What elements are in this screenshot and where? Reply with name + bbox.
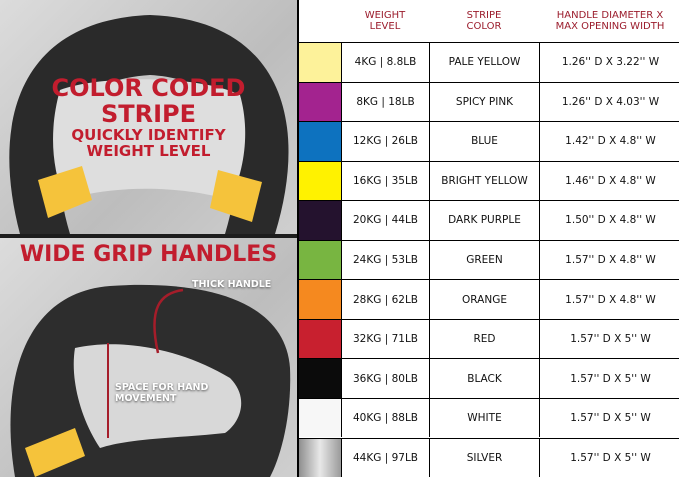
handle-dimension-cell: 1.26'' D X 4.03'' W [539,82,679,122]
stripe-color-cell: DARK PURPLE [429,201,539,240]
handle-dimension-cell: 1.46'' D X 4.8'' W [539,161,679,201]
color-swatch [299,122,341,161]
stripe-color-cell: SILVER [429,438,539,477]
heading-stripe: STRIPE [100,100,197,128]
weight-cell: 4KG | 8.8LB [341,43,429,82]
color-swatch [299,398,341,438]
handle-dimension-cell: 1.42'' D X 4.8'' W [539,122,679,161]
handle-dimension-cell: 1.57'' D X 4.8'' W [539,280,679,319]
kettlebell-handle-illustration [10,284,291,477]
heading-wide-grip: WIDE GRIP HANDLES [19,242,278,267]
header-stripe-color: STRIPE COLOR [466,9,502,33]
table-row: 8KG | 18LB SPICY PINK 1.26'' D X 4.03'' … [299,81,679,122]
table-row: 16KG | 35LB BRIGHT YELLOW 1.46'' D X 4.8… [299,160,679,201]
callout-space-line2: MOVEMENT [115,393,177,404]
callout-space-line1: SPACE FOR HAND [115,382,209,393]
stripe-color-cell: SPICY PINK [429,82,539,122]
table-row: 28KG | 62LB ORANGE 1.57'' D X 4.8'' W [299,279,679,319]
table-row: 36KG | 80LB BLACK 1.57'' D X 5'' W [299,358,679,398]
stripe-color-cell: BLUE [429,122,539,161]
table-row: 20KG | 44LB DARK PURPLE 1.50'' D X 4.8''… [299,200,679,240]
color-swatch [299,43,341,82]
stripe-color-cell: PALE YELLOW [429,43,539,82]
kettlebell-illustration [9,15,289,234]
callout-thick-handle: THICK HANDLE [192,279,272,290]
handle-dimension-cell: 1.57'' D X 4.8'' W [539,240,679,280]
header-handle-dimensions: HANDLE DIAMETER X MAX OPENING WIDTH [555,9,665,33]
weight-cell: 12KG | 26LB [341,122,429,161]
handle-dimension-cell: 1.57'' D X 5'' W [539,438,679,477]
weight-cell: 20KG | 44LB [341,201,429,240]
stripe-color-cell: BRIGHT YELLOW [429,161,539,201]
weight-cell: 16KG | 35LB [341,161,429,201]
stripe-color-cell: BLACK [429,359,539,398]
color-stripe-image: COLOR CODED STRIPE QUICKLY IDENTIFY WEIG… [0,0,297,234]
color-swatch [299,319,341,359]
stripe-color-cell: GREEN [429,240,539,280]
stripe-color-cell: ORANGE [429,280,539,319]
weight-cell: 36KG | 80LB [341,359,429,398]
color-swatch [299,280,341,319]
weight-cell: 28KG | 62LB [341,280,429,319]
table-row: 40KG | 88LB WHITE 1.57'' D X 5'' W [299,397,679,438]
handle-dimension-cell: 1.57'' D X 5'' W [539,319,679,359]
wide-grip-image: WIDE GRIP HANDLES THICK HANDLE SPACE FOR… [0,238,297,477]
subheading-quickly-identify: QUICKLY IDENTIFY [71,126,226,144]
weight-chart-table: WEIGHT LEVEL STRIPE COLOR HANDLE DIAMETER … [297,0,679,477]
handle-dimension-cell: 1.26'' D X 3.22'' W [539,43,679,82]
handle-dimension-cell: 1.57'' D X 5'' W [539,359,679,398]
table-row: 24KG | 53LB GREEN 1.57'' D X 4.8'' W [299,239,679,280]
weight-cell: 44KG | 97LB [341,438,429,477]
weight-cell: 8KG | 18LB [341,82,429,122]
product-image-panel: COLOR CODED STRIPE QUICKLY IDENTIFY WEIG… [0,0,297,477]
color-swatch [299,82,341,122]
stripe-color-cell: WHITE [429,398,539,438]
weight-cell: 40KG | 88LB [341,398,429,438]
handle-dimension-cell: 1.50'' D X 4.8'' W [539,201,679,240]
table-row: 12KG | 26LB BLUE 1.42'' D X 4.8'' W [299,121,679,161]
handle-dimension-cell: 1.57'' D X 5'' W [539,398,679,438]
weight-cell: 24KG | 53LB [341,240,429,280]
heading-color-coded: COLOR CODED [51,74,246,102]
color-swatch [299,438,341,477]
table-row: 4KG | 8.8LB PALE YELLOW 1.26'' D X 3.22'… [299,42,679,82]
header-weight-level: WEIGHT LEVEL [364,9,406,33]
color-swatch [299,359,341,398]
weight-cell: 32KG | 71LB [341,319,429,359]
stripe-color-cell: RED [429,319,539,359]
color-swatch [299,240,341,280]
subheading-weight-level: WEIGHT LEVEL [86,142,211,160]
table-row: 44KG | 97LB SILVER 1.57'' D X 5'' W [299,437,679,477]
color-swatch [299,161,341,201]
table-row: 32KG | 71LB RED 1.57'' D X 5'' W [299,318,679,359]
color-swatch [299,201,341,240]
